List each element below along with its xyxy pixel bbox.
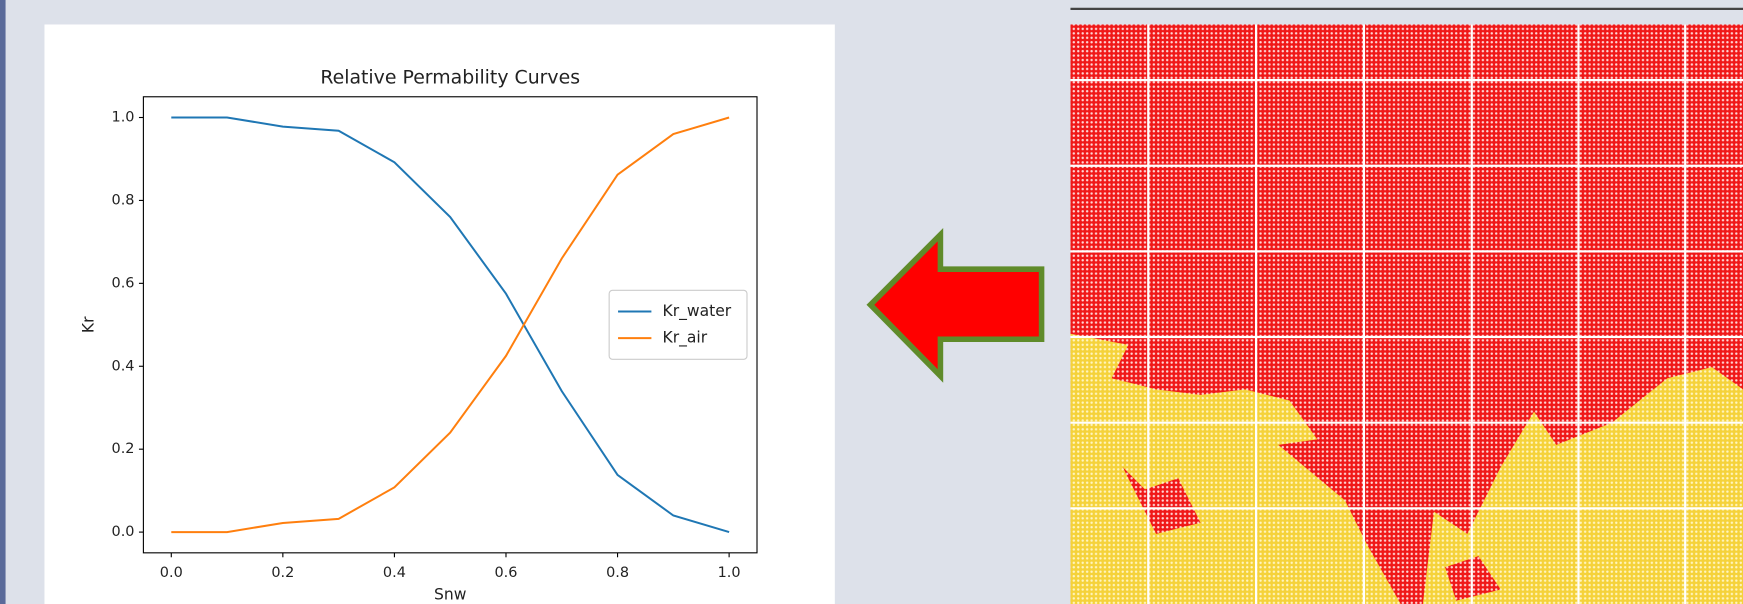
- x-tick-label: 0.0: [160, 565, 183, 581]
- y-tick-label: 0.6: [112, 275, 135, 291]
- x-tick-label: 0.6: [495, 565, 518, 581]
- y-tick-label: 0.2: [112, 441, 135, 457]
- x-axis-label: Snw: [434, 586, 467, 604]
- x-tick-label: 0.4: [383, 565, 406, 581]
- y-axis-label: Kr: [79, 316, 97, 333]
- series-line: [171, 116, 730, 534]
- legend-label: Kr_water: [663, 302, 732, 321]
- y-tick-label: 0.4: [112, 358, 135, 374]
- legend: Kr_water Kr_air: [608, 289, 748, 360]
- plot-frame: [142, 96, 758, 554]
- legend-label: Kr_air: [663, 329, 708, 348]
- y-tick-label: 0.0: [112, 524, 135, 540]
- legend-box: [608, 289, 748, 360]
- series-line: [171, 116, 730, 534]
- x-tick-label: 0.8: [606, 565, 629, 581]
- x-tick-label: 1.0: [718, 565, 741, 581]
- simulation-view: [1070, 0, 1743, 604]
- chart: Relative Permability Curves Snw Kr 0.0 0.…: [79, 66, 758, 604]
- arrow: [866, 227, 1045, 383]
- y-tick-label: 0.8: [112, 192, 135, 208]
- chart-title: Relative Permability Curves: [320, 66, 580, 88]
- window-edge: [0, 0, 6, 604]
- y-tick-label: 1.0: [112, 110, 135, 126]
- x-tick-label: 0.2: [271, 565, 294, 581]
